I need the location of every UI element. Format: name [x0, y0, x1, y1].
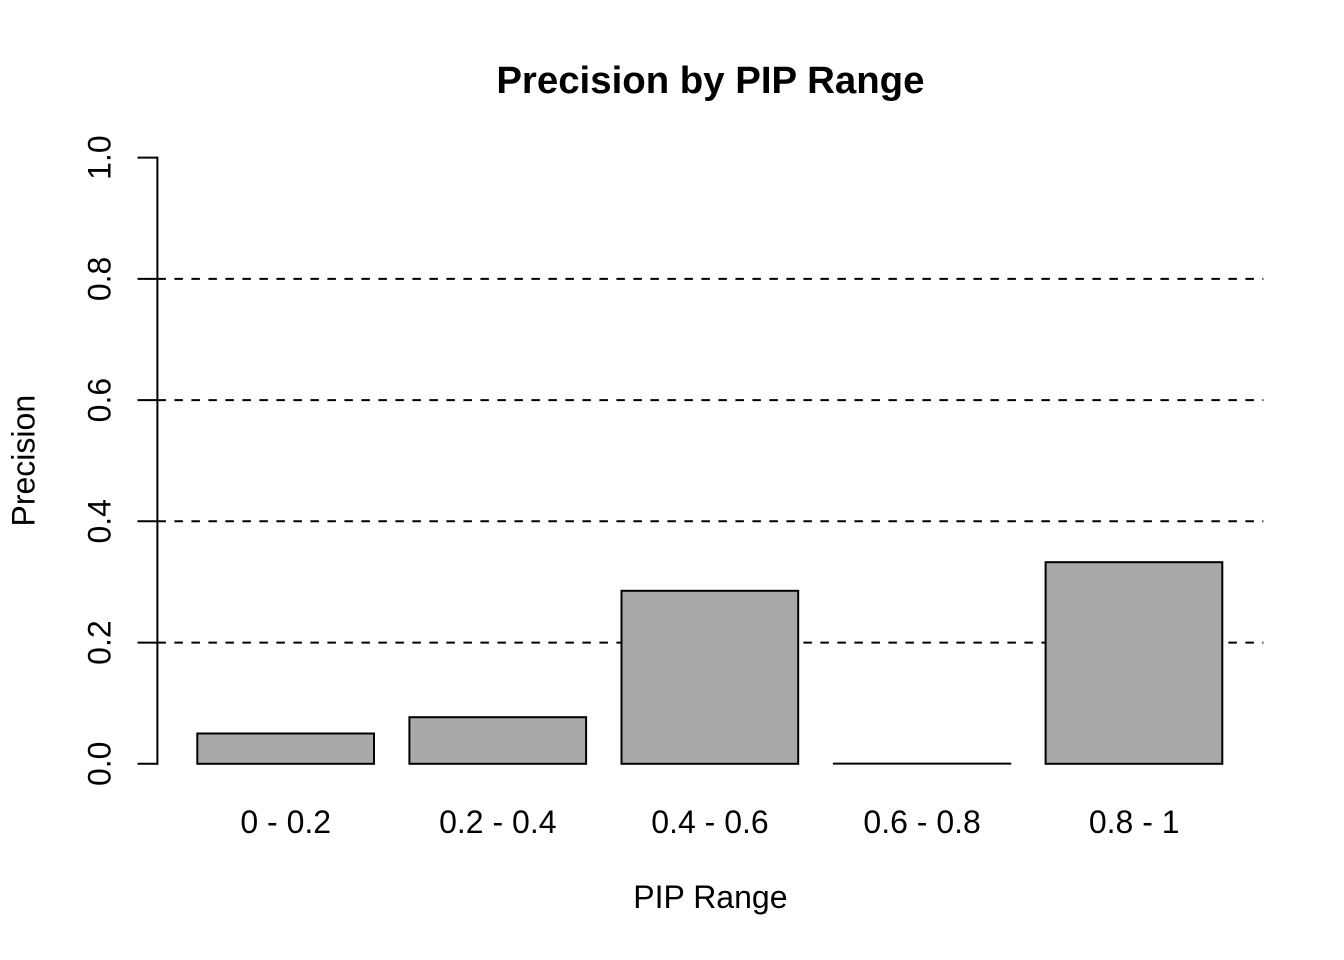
svg-text:0.4: 0.4	[82, 499, 118, 543]
svg-text:0.4 - 0.6: 0.4 - 0.6	[651, 804, 768, 840]
svg-text:0.8: 0.8	[82, 257, 118, 301]
svg-text:0.2: 0.2	[82, 620, 118, 664]
svg-text:0.6 - 0.8: 0.6 - 0.8	[863, 804, 980, 840]
svg-text:0.2 - 0.4: 0.2 - 0.4	[439, 804, 556, 840]
svg-text:1.0: 1.0	[82, 135, 118, 179]
svg-text:0.0: 0.0	[82, 742, 118, 786]
svg-text:Precision by PIP Range: Precision by PIP Range	[496, 59, 924, 102]
svg-text:0.6: 0.6	[82, 378, 118, 422]
svg-text:0.8 - 1: 0.8 - 1	[1089, 804, 1180, 840]
svg-text:PIP Range: PIP Range	[633, 879, 787, 915]
svg-text:Precision: Precision	[6, 395, 42, 527]
svg-text:0 - 0.2: 0 - 0.2	[240, 804, 331, 840]
